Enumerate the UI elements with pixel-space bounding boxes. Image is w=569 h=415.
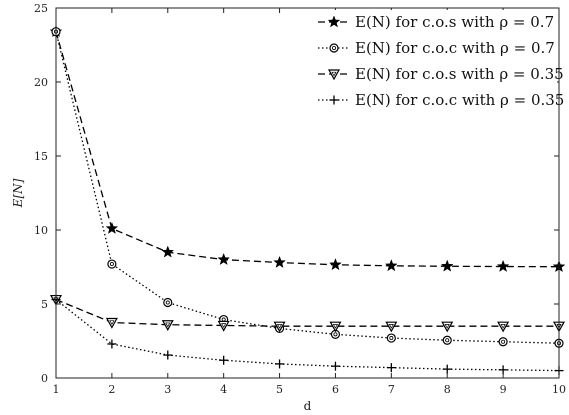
legend-items: E(N) for c.o.s with ρ = 0.7 E(N) for c.o.… (318, 13, 564, 109)
y-tick-label: 5 (41, 298, 48, 311)
series-1-point (496, 259, 510, 272)
x-tick-label: 10 (552, 383, 566, 396)
legend-swatch-marker-inner (331, 71, 337, 77)
legend-swatch-marker (327, 15, 341, 28)
series-1-point (440, 259, 454, 272)
legend-swatch-marker (329, 95, 339, 105)
series-2-point (442, 335, 452, 345)
series-3-point (441, 321, 454, 333)
legend-item-2: E(N) for c.o.c with ρ = 0.7 (318, 39, 555, 57)
series-1-line (55, 31, 560, 268)
series-2-point-inner (109, 262, 114, 267)
series-4-point (442, 364, 452, 374)
series-3-point (385, 321, 398, 333)
y-tick-label: 10 (34, 224, 48, 237)
x-tick-label: 8 (444, 383, 451, 396)
series-4-point (107, 339, 117, 349)
legend: E(N) for c.o.s with ρ = 0.7 E(N) for c.o.… (310, 10, 564, 123)
legend-item-3: E(N) for c.o.s with ρ = 0.35 (318, 65, 564, 83)
y-tick-label: 15 (34, 150, 48, 163)
series-2-point (163, 297, 173, 308)
legend-label: E(N) for c.o.c with ρ = 0.35 (355, 91, 564, 109)
series-3-point-inner (332, 324, 339, 329)
series-1-point (105, 221, 119, 234)
series-4-point (219, 355, 229, 365)
x-tick-label: 5 (276, 383, 283, 396)
x-axis-label: d (304, 399, 312, 413)
series-3-point-inner (276, 324, 283, 329)
series-4-point (386, 363, 396, 373)
series-4 (51, 295, 564, 376)
series-3-line (55, 298, 559, 327)
y-tick-label: 20 (34, 76, 48, 89)
series-3-point (105, 317, 118, 329)
series-1-point (273, 255, 286, 268)
x-tick-label: 6 (332, 383, 339, 396)
series-1-point (329, 258, 342, 271)
y-axis-label: E[N] (11, 178, 25, 208)
series-2-point (107, 259, 117, 269)
series-2-point-inner (501, 339, 506, 344)
series-2-point-inner (333, 332, 338, 337)
legend-swatch-marker-inner (331, 46, 336, 51)
series-1-point (217, 252, 231, 266)
series-3-point (217, 320, 230, 332)
series-3-point (273, 321, 286, 333)
plot-frame (55, 7, 560, 379)
series-2-point-inner (389, 336, 394, 341)
series-4-point (498, 365, 508, 375)
legend-item-1: E(N) for c.o.s with ρ = 0.7 (318, 13, 554, 31)
series-3-point (497, 321, 510, 333)
x-tick-label: 4 (220, 383, 227, 396)
y-tick-label: 25 (34, 2, 48, 15)
legend-label: E(N) for c.o.s with ρ = 0.7 (355, 13, 554, 31)
series-4-point (275, 359, 285, 369)
series-2-point-inner (445, 338, 450, 343)
series-3-point-inner (165, 322, 171, 328)
series-layer (49, 24, 566, 376)
legend-label: E(N) for c.o.c with ρ = 0.7 (355, 39, 555, 57)
series-1 (49, 24, 566, 273)
legend-box (310, 10, 557, 123)
series-1-point (161, 245, 175, 258)
series-3-point-inner (109, 320, 115, 326)
y-tick-label: 0 (41, 372, 48, 385)
legend-item-4: E(N) for c.o.c with ρ = 0.35 (318, 91, 564, 109)
series-4-point (330, 361, 340, 371)
series-3-point-inner (388, 324, 394, 329)
x-tick-label: 9 (500, 383, 507, 396)
series-4-point (163, 350, 173, 360)
x-tick-label: 3 (164, 383, 171, 396)
x-tick-label: 7 (388, 383, 395, 396)
series-3-point (329, 321, 342, 333)
series-2-point-inner (165, 300, 170, 305)
x-tick-label: 1 (53, 383, 60, 396)
series-1-point (384, 259, 398, 272)
series-3-point-inner (500, 324, 506, 329)
series-3-point-inner (444, 324, 450, 329)
legend-swatch-marker (327, 69, 341, 81)
series-2-point (498, 337, 508, 347)
series-4-line (55, 299, 560, 372)
axis-layer: 1 2 3 4 5 6 7 8 9 10 0 5 10 15 20 25 (34, 2, 566, 396)
series-2-line (55, 31, 560, 344)
series-2-point (386, 333, 396, 343)
legend-label: E(N) for c.o.s with ρ = 0.35 (355, 65, 564, 83)
legend-swatch-marker (329, 43, 339, 53)
series-3-point-inner (221, 323, 227, 328)
x-tick-label: 2 (108, 383, 115, 396)
series-3-point (161, 320, 174, 331)
